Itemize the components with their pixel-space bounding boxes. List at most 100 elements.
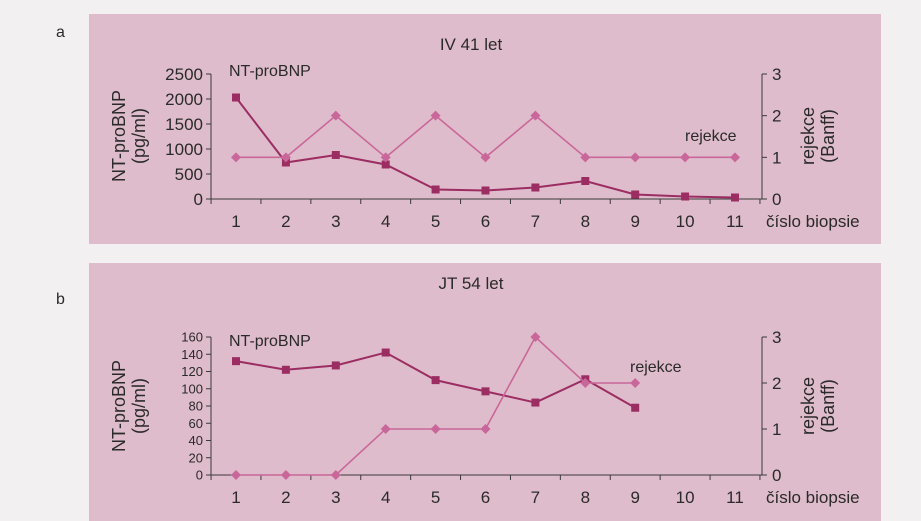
panel-a-y-axis-label-line: NT-proBNP xyxy=(109,90,129,182)
panel-a-series-line-nt-probnp xyxy=(235,96,736,199)
panel-a-y-tick-label: 0 xyxy=(194,190,203,209)
panel-a-x-tick-label: 8 xyxy=(581,212,590,231)
panel-b-x-tick-label: 8 xyxy=(581,488,590,507)
panel-a-data-point-nt-probnp xyxy=(631,190,640,199)
panel-b-x-axis-label: číslo biopsie xyxy=(766,488,860,507)
panel-a-x-tick-label: 5 xyxy=(431,212,440,231)
panel-a-data-point-rejekce xyxy=(380,152,391,163)
panel-b-x-tick-label: 6 xyxy=(481,488,490,507)
panel-a-data-point-rejekce xyxy=(530,110,541,121)
panel-a-x-tick-label: 9 xyxy=(630,212,639,231)
panel-b-x-tick-label: 5 xyxy=(431,488,440,507)
panel-b-x-tick-label: 11 xyxy=(726,488,744,507)
panel-b-y-tick-label: 60 xyxy=(189,416,203,431)
panel-a-data-point-nt-probnp xyxy=(381,160,390,169)
panel-b-x-tick-label: 10 xyxy=(676,488,695,507)
panel-b-series-line-rejekce xyxy=(236,335,636,476)
panel-b-x-tick-label: 1 xyxy=(231,488,240,507)
panel-b-y-tick-label: 100 xyxy=(181,381,203,396)
panel-b-data-point-rejekce xyxy=(380,424,391,434)
panel-b-y2-tick-label: 0 xyxy=(772,466,781,485)
panel-b-data-point-nt-probnp xyxy=(531,398,540,407)
panel-a-x-tick-label: 4 xyxy=(381,212,390,231)
panel-b-series-label-rejekce: rejekce xyxy=(630,359,682,376)
panel-a-y-tick-label: 2000 xyxy=(165,90,203,109)
panel-b-x-tick-label: 9 xyxy=(630,488,639,507)
panel-b-data-point-nt-probnp xyxy=(331,361,340,370)
panel-b-x-tick-label: 2 xyxy=(281,488,290,507)
panel-b-y-tick-label: 20 xyxy=(189,450,203,465)
panel-a-x-tick-label: 11 xyxy=(726,212,744,231)
panel-a-x-tick-label: 10 xyxy=(676,212,695,231)
panel-b-data-point-nt-probnp xyxy=(232,357,240,366)
panel-b-x-tick-label: 3 xyxy=(331,488,340,507)
panel-a-data-point-rejekce xyxy=(680,152,691,163)
panel-a-data-point-rejekce xyxy=(730,152,740,163)
panel-a-y2-axis-label: rejekce(Banff) xyxy=(798,107,838,165)
panel-a-data-point-rejekce xyxy=(630,152,641,163)
panel-letter-b: b xyxy=(56,291,65,308)
panel-a-x-axis-label: číslo biopsie xyxy=(766,212,860,231)
panel-b-data-point-rejekce xyxy=(530,332,541,342)
panel-b-data-point-rejekce xyxy=(430,424,441,434)
panel-a-y2-tick-label: 2 xyxy=(772,107,781,126)
panel-b-y-tick-label: 40 xyxy=(189,433,203,448)
panel-a-x-tick-label: 3 xyxy=(331,212,340,231)
panel-a-data-point-rejekce xyxy=(280,152,291,163)
panel-a-y-axis-label-line: (pg/ml) xyxy=(129,108,149,164)
panel-a-data-point-rejekce xyxy=(231,152,241,163)
panel-b-y2-tick-label: 3 xyxy=(772,328,781,347)
panel-b-y2-tick-label: 2 xyxy=(772,374,781,393)
panel-a-x-tick-label: 7 xyxy=(531,212,540,231)
panel-b-y2-tick-label: 1 xyxy=(772,420,781,439)
panel-b-data-point-nt-probnp xyxy=(381,348,390,357)
panel-b-y-tick-label: 120 xyxy=(181,364,203,379)
panel-a-data-point-nt-probnp xyxy=(431,185,440,194)
panel-a-x-tick-label: 2 xyxy=(281,212,290,231)
panel-b-data-point-nt-probnp xyxy=(281,365,290,374)
panel-b-y-axis-label-line: NT-proBNP xyxy=(109,360,129,452)
panel-a-data-point-rejekce xyxy=(580,152,591,163)
panel-a-data-point-nt-probnp xyxy=(531,183,540,192)
panel-a-y2-axis-label-line: rejekce xyxy=(798,107,818,165)
panel-b-data-point-nt-probnp xyxy=(481,387,490,396)
panel-b-y-tick-label: 140 xyxy=(181,347,203,362)
panel-a-data-point-nt-probnp xyxy=(731,193,739,202)
panel-a-chart-title: IV 41 let xyxy=(440,35,503,54)
panel-a-y-tick-label: 500 xyxy=(175,165,203,184)
panel-b-y-tick-label: 80 xyxy=(189,399,203,414)
panel-b-data-point-rejekce xyxy=(231,470,241,480)
panel-a-series-label-nt-probnp: NT-proBNP xyxy=(229,63,311,80)
panel-b-y-tick-label: 160 xyxy=(181,330,203,345)
panel-b-y-axis-label-line: (pg/ml) xyxy=(129,378,149,434)
panel-b-data-point-rejekce xyxy=(630,378,641,388)
panel-a-data-point-nt-probnp xyxy=(281,158,290,167)
panel-b-data-point-rejekce xyxy=(330,470,341,480)
panel-a-data-point-nt-probnp xyxy=(481,186,490,195)
panel-b-x-tick-label: 4 xyxy=(381,488,390,507)
panel-a-series-label-rejekce: rejekce xyxy=(685,128,737,145)
panel-b-x-tick-label: 7 xyxy=(531,488,540,507)
panel-a-data-point-nt-probnp xyxy=(581,177,590,185)
panel-b-y-axis-label: NT-proBNP(pg/ml) xyxy=(109,360,149,452)
panel-a-y2-tick-label: 3 xyxy=(772,65,781,84)
panel-a-y-tick-label: 1000 xyxy=(165,140,203,159)
panel-b-y2-axis-label-line: rejekce xyxy=(798,377,818,435)
panel-a-y-tick-label: 2500 xyxy=(165,65,203,84)
panel-a-data-point-nt-probnp xyxy=(331,151,340,159)
panel-a-x-tick-label: 1 xyxy=(231,212,240,231)
panel-b-y2-axis-label-line: (Banff) xyxy=(818,379,838,433)
panel-b-data-point-rejekce xyxy=(280,470,291,480)
panel-a-data-point-rejekce xyxy=(480,152,491,163)
panel-a-y-axis-label: NT-proBNP(pg/ml) xyxy=(109,90,149,182)
panel-a-y2-tick-label: 1 xyxy=(772,148,781,167)
panel-b-chart-title: JT 54 let xyxy=(439,274,504,293)
panel-b-data-point-nt-probnp xyxy=(631,403,640,412)
panel-b-y2-axis-label: rejekce(Banff) xyxy=(798,377,838,435)
panel-a-x-tick-label: 6 xyxy=(481,212,490,231)
panel-a-data-point-rejekce xyxy=(330,110,341,121)
panel-a-series-line-rejekce xyxy=(236,114,735,159)
panel-a-y2-axis-label-line: (Banff) xyxy=(818,109,838,163)
panel-b-y-tick-label: 0 xyxy=(196,468,203,483)
